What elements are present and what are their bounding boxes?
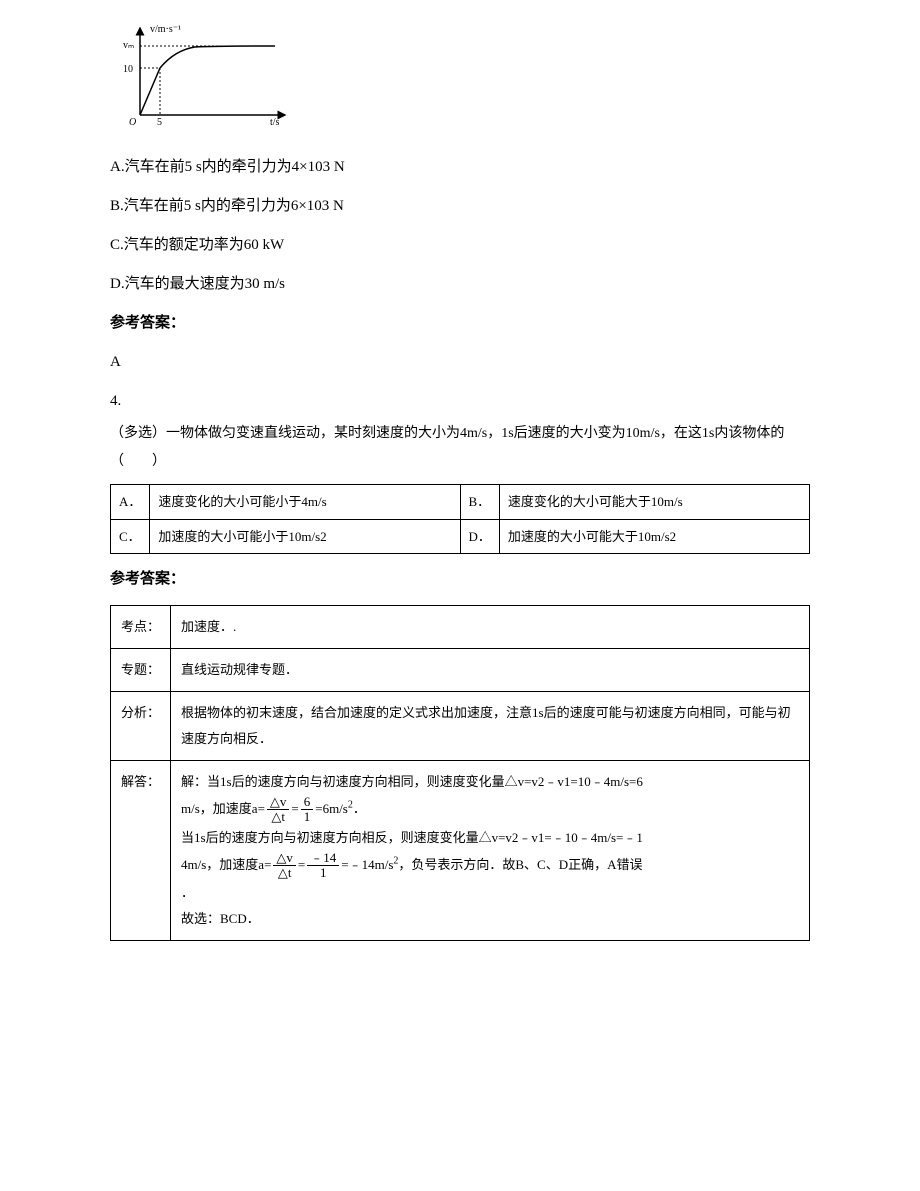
jieda-line3: 当1s后的速度方向与初速度方向相反，则速度变化量△v=v2﹣v1=﹣10﹣4m/… — [181, 830, 643, 845]
opt-d-text: 加速度的大小可能大于10m/s2 — [499, 519, 809, 553]
kaodian-key: 考点： — [111, 605, 171, 648]
q4-stem: （多选）一物体做匀变速直线运动，某时刻速度的大小为4m/s，1s后速度的大小变为… — [110, 420, 810, 476]
jieda-line6: 故选：BCD． — [181, 911, 260, 926]
opt-b-label: B． — [460, 485, 499, 519]
jieda-line2a: m/s，加速度a= — [181, 801, 265, 816]
opt-a-label: A． — [111, 485, 150, 519]
chart-origin: O — [129, 117, 136, 128]
opt-b-text: 速度变化的大小可能大于10m/s — [499, 485, 809, 519]
chart-y-tick: 10 — [123, 64, 133, 75]
frac3: △v△t — [273, 851, 296, 881]
velocity-time-chart: v/m·s⁻¹ vₘ 10 O 5 t/s — [115, 20, 810, 139]
opt-c-text: 加速度的大小可能小于10m/s2 — [150, 519, 460, 553]
zhuanti-key: 专题： — [111, 648, 171, 691]
q3-answer: A — [110, 349, 810, 376]
chart-svg: v/m·s⁻¹ vₘ 10 O 5 t/s — [115, 20, 295, 130]
q4-number: 4. — [110, 388, 810, 415]
chart-xlabel: t/s — [270, 117, 280, 128]
jieda-line5: ． — [181, 885, 194, 900]
frac2: 61 — [301, 795, 314, 825]
q4-explain-table: 考点： 加速度．. 专题： 直线运动规律专题． 分析： 根据物体的初末速度，结合… — [110, 605, 810, 941]
q3-option-b: B.汽车在前5 s内的牵引力为6×103 N — [110, 193, 810, 220]
kaodian-text: 加速度．. — [171, 605, 810, 648]
chart-ylabel: v/m·s⁻¹ — [150, 24, 181, 35]
fenxi-key: 分析： — [111, 691, 171, 760]
chart-x-tick: 5 — [157, 117, 162, 128]
opt-a-text: 速度变化的大小可能小于4m/s — [150, 485, 460, 519]
frac1: △v△t — [267, 795, 290, 825]
jieda-content: 解：当1s后的速度方向与初速度方向相同，则速度变化量△v=v2﹣v1=10﹣4m… — [171, 760, 810, 940]
q3-option-a: A.汽车在前5 s内的牵引力为4×103 N — [110, 154, 810, 181]
frac4: ﹣141 — [307, 851, 339, 881]
chart-vm-label: vₘ — [123, 40, 134, 51]
opt-d-label: D． — [460, 519, 499, 553]
q3-option-c: C.汽车的额定功率为60 kW — [110, 232, 810, 259]
fenxi-text: 根据物体的初末速度，结合加速度的定义式求出加速度，注意1s后的速度可能与初速度方… — [171, 691, 810, 760]
q3-answer-label: 参考答案： — [110, 310, 810, 337]
q3-option-d: D.汽车的最大速度为30 m/s — [110, 271, 810, 298]
zhuanti-text: 直线运动规律专题． — [171, 648, 810, 691]
jieda-key: 解答： — [111, 760, 171, 940]
q4-options-table: A． 速度变化的大小可能小于4m/s B． 速度变化的大小可能大于10m/s C… — [110, 484, 810, 554]
jieda-line1: 解：当1s后的速度方向与初速度方向相同，则速度变化量△v=v2﹣v1=10﹣4m… — [181, 774, 643, 789]
q4-answer-label: 参考答案： — [110, 566, 810, 593]
opt-c-label: C． — [111, 519, 150, 553]
jieda-line4a: 4m/s，加速度a= — [181, 856, 271, 871]
